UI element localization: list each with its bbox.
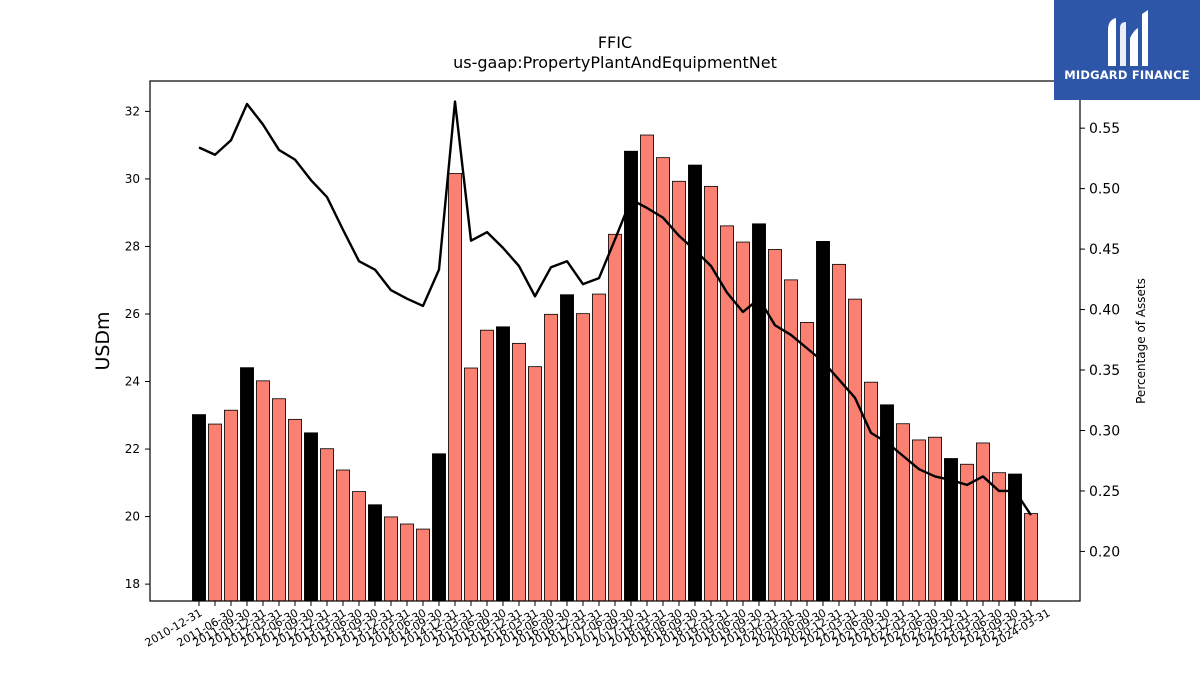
chart-title: FFIC <box>598 33 632 52</box>
bar <box>928 436 942 602</box>
bar <box>224 409 238 602</box>
left-axis-ticks: 18 20 22 24 26 28 30 32 <box>125 104 150 591</box>
bar <box>624 150 638 602</box>
y-tick-label: 30 <box>125 172 140 186</box>
y2-tick-label: 0.40 <box>1089 303 1120 319</box>
bar <box>848 298 862 602</box>
bar <box>368 504 382 602</box>
bar <box>688 164 702 602</box>
bar <box>784 279 798 602</box>
bar <box>1024 513 1038 602</box>
midgard-logo-icon <box>1108 10 1148 66</box>
bar <box>192 414 206 602</box>
y2-tick-label: 0.50 <box>1089 182 1120 198</box>
bar <box>432 453 446 602</box>
y2-tick-label: 0.35 <box>1089 363 1120 379</box>
y-tick-label: 28 <box>125 239 140 253</box>
y2-axis-label: Percentage of Assets <box>1134 278 1148 404</box>
chart-subtitle: us-gaap:PropertyPlantAndEquipmentNet <box>453 53 777 72</box>
x-axis-ticks: 2010-12-312011-06-302011-09-302011-12-31… <box>143 601 1053 650</box>
bar <box>208 423 222 602</box>
y-tick-label: 26 <box>125 307 140 321</box>
y-tick-label: 24 <box>125 375 140 389</box>
y-axis-label: USDm <box>92 311 114 370</box>
bar <box>736 241 750 602</box>
bar <box>304 432 318 602</box>
bar-series <box>192 134 1038 602</box>
bar <box>480 329 494 602</box>
bar <box>864 381 878 602</box>
bar <box>256 380 270 602</box>
bar <box>592 293 606 602</box>
brand-logo: MIDGARD FINANCE <box>1054 0 1200 100</box>
bar <box>816 240 830 602</box>
bar <box>496 326 510 602</box>
bar <box>976 442 990 602</box>
bar <box>608 233 622 602</box>
bar <box>528 366 542 602</box>
bar <box>240 367 254 602</box>
line-series <box>198 100 1033 516</box>
bar <box>752 223 766 602</box>
bar <box>416 528 430 602</box>
y-tick-label: 32 <box>125 104 140 118</box>
y2-tick-label: 0.25 <box>1089 484 1120 500</box>
bar <box>704 185 718 602</box>
y-tick-label: 22 <box>125 442 140 456</box>
y2-tick-label: 0.30 <box>1089 423 1120 439</box>
bar <box>672 180 686 602</box>
bar <box>272 398 286 602</box>
bar <box>576 313 590 602</box>
bar <box>832 263 846 602</box>
right-axis-ticks: 0.20 0.25 0.30 0.35 0.40 0.45 0.50 0.55 <box>1080 121 1120 560</box>
bar <box>720 225 734 602</box>
bar <box>336 469 350 602</box>
bar <box>384 516 398 602</box>
bar <box>464 367 478 602</box>
y-tick-label: 18 <box>125 577 140 591</box>
bar <box>288 418 302 602</box>
bar <box>800 322 814 602</box>
bar <box>544 313 558 602</box>
bar <box>560 294 574 602</box>
bar <box>448 173 462 602</box>
y-tick-label: 20 <box>125 510 140 524</box>
bar <box>896 423 910 602</box>
bar <box>512 342 526 602</box>
y2-tick-label: 0.20 <box>1089 544 1120 560</box>
brand-name: MIDGARD FINANCE <box>1064 68 1190 82</box>
bar <box>400 523 414 602</box>
pct-assets-line <box>198 100 1033 516</box>
bar <box>352 491 366 602</box>
bar <box>880 404 894 602</box>
bar <box>320 448 334 602</box>
bar <box>768 249 782 602</box>
y2-tick-label: 0.55 <box>1089 121 1120 137</box>
y2-tick-label: 0.45 <box>1089 242 1120 258</box>
